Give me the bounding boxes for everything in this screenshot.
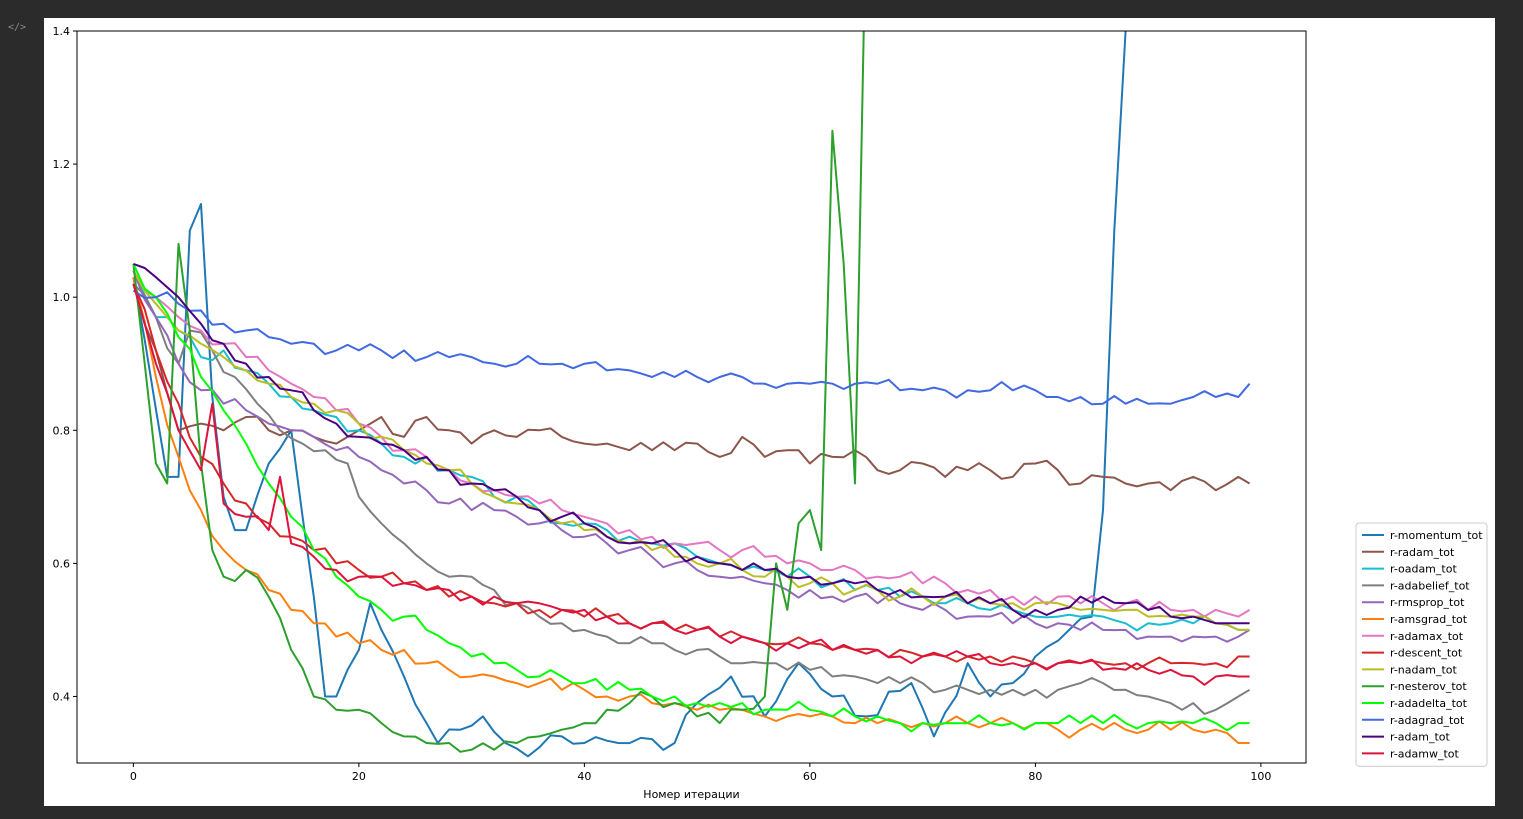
x-axis-label: Номер итерации (643, 788, 739, 801)
legend-label: r-nadam_tot (1390, 663, 1457, 676)
y-tick-label: 0.8 (53, 424, 71, 437)
x-tick-label: 100 (1250, 770, 1271, 783)
series-line-r-adagrad_tot (132, 289, 1251, 406)
y-tick-label: 0.6 (53, 557, 71, 570)
series-line-r-amsgrad_tot (132, 276, 1250, 744)
legend-label: r-descent_tot (1390, 647, 1463, 660)
output-header-strip (44, 0, 1495, 18)
series-line-r-adabelief_tot (132, 283, 1251, 715)
legend-label: r-momentum_tot (1390, 529, 1483, 542)
legend: r-momentum_tot r-radam_tot r-oadam_tot r-ad… (1355, 522, 1488, 767)
legend-label: r-rmsprop_tot (1390, 596, 1465, 609)
x-tick-label: 40 (577, 770, 591, 783)
legend-label: r-adadelta_tot (1390, 697, 1468, 710)
series-line-r-adamw_tot (132, 283, 1250, 686)
legend-label: r-radam_tot (1390, 546, 1455, 559)
series-line-r-adadelta_tot (132, 263, 1250, 733)
legend-label: r-oadam_tot (1390, 563, 1457, 576)
series-line-r-radam_tot (132, 283, 1251, 492)
code-toggle-icon[interactable]: </> (8, 22, 27, 33)
series-line-r-momentum_tot (132, 31, 1127, 758)
plot-figure: 0 20 40 60 80 100 0.4 0.6 0.8 1.0 1.2 1.4 Номер ит… (44, 18, 1495, 806)
y-tick-label: 1.0 (53, 291, 71, 304)
legend-label: r-amsgrad_tot (1390, 613, 1468, 626)
legend-label: r-adamax_tot (1390, 630, 1464, 643)
x-axis: 0 20 40 60 80 100 (130, 763, 1271, 783)
series-line-r-nesterov_tot (132, 31, 865, 753)
axes-frame (76, 30, 1307, 764)
series-line-r-oadam_tot (132, 270, 1250, 632)
y-axis: 0.4 0.6 0.8 1.0 1.2 1.4 (53, 25, 77, 703)
legend-label: r-adamw_tot (1390, 747, 1460, 760)
y-tick-label: 0.4 (53, 690, 71, 703)
legend-label: r-adam_tot (1390, 731, 1451, 744)
x-tick-label: 80 (1028, 770, 1042, 783)
y-tick-label: 1.2 (53, 158, 71, 171)
series-line-r-adam_tot (133, 262, 1250, 625)
line-chart: 0 20 40 60 80 100 0.4 0.6 0.8 1.0 1.2 1.4 Номер ит… (53, 25, 1488, 801)
x-tick-label: 0 (130, 770, 137, 783)
legend-box (1355, 522, 1488, 767)
x-tick-label: 20 (352, 770, 366, 783)
legend-label: r-adagrad_tot (1390, 714, 1465, 727)
series-line-r-rmsprop_tot (132, 270, 1251, 643)
series-line-r-nadam_tot (132, 270, 1250, 631)
legend-label: r-nesterov_tot (1390, 680, 1467, 693)
series-line-r-adamax_tot (132, 270, 1251, 618)
series-layer (132, 31, 1251, 758)
y-tick-label: 1.4 (53, 25, 71, 38)
legend-label: r-adabelief_tot (1390, 579, 1470, 592)
x-tick-label: 60 (803, 770, 817, 783)
